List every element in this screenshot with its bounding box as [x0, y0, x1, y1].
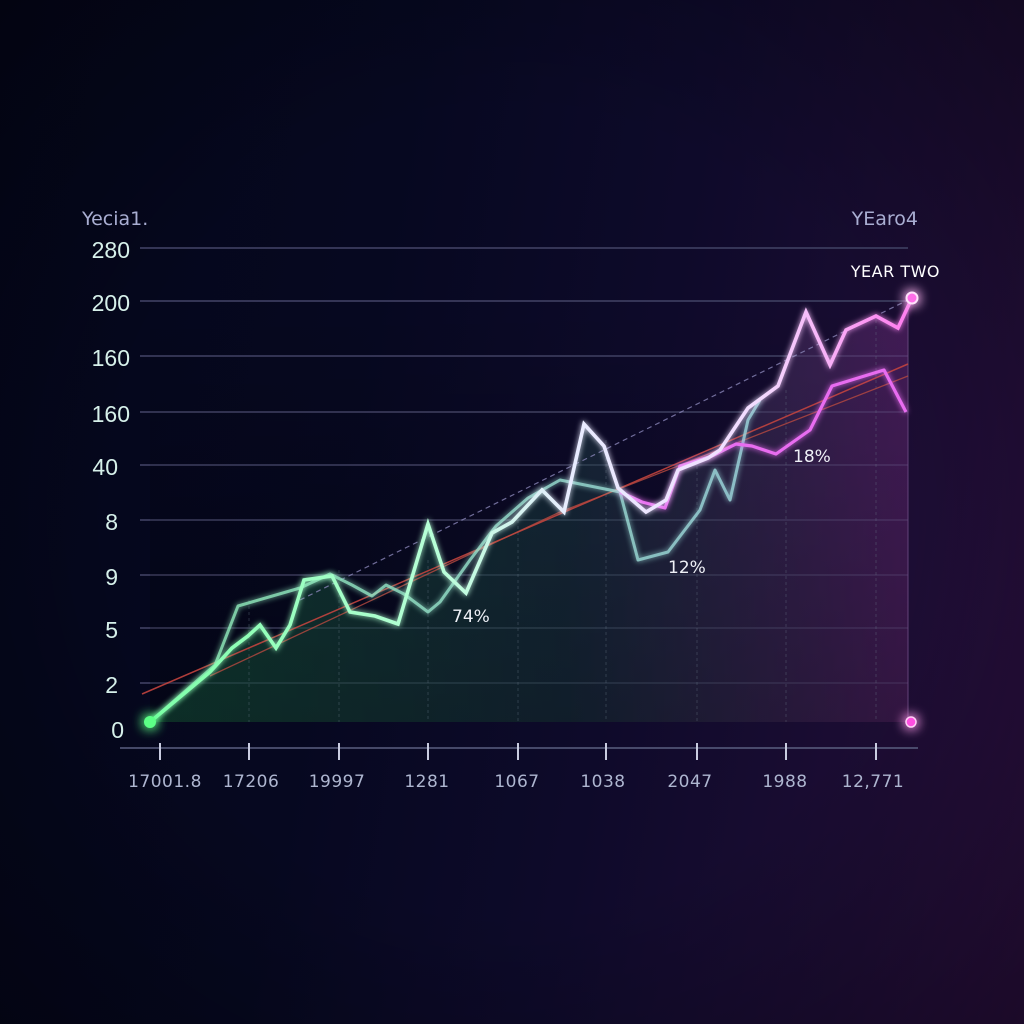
annotation-74-percent: 74%: [452, 607, 490, 627]
start-point-marker[interactable]: [144, 716, 156, 728]
end-point-marker[interactable]: [905, 716, 917, 728]
vertical-gridlines: [248, 320, 877, 722]
x-tick-label: 17001.8: [128, 772, 202, 792]
x-tick-label: 1281: [404, 772, 449, 792]
trend-line-b: [209, 375, 909, 677]
x-tick-label: 12,771: [842, 772, 904, 792]
trend-line-dashed: [299, 297, 913, 601]
y-tick-label: 9: [105, 564, 118, 590]
annotation-18-percent: 18%: [793, 447, 831, 467]
y-tick-label: 8: [105, 509, 118, 535]
y-tick-label: 0: [111, 717, 124, 743]
x-tick-label: 1988: [762, 772, 807, 792]
y-tick-label: 280: [92, 237, 130, 263]
annotation-12-percent: 12%: [668, 558, 706, 578]
series-main: [148, 297, 914, 724]
y-axis-labels: 280 200 160 160 40 8 9 5 2 0: [92, 237, 130, 743]
x-tick-label: 1067: [494, 772, 539, 792]
y-tick-label: 2: [105, 672, 118, 698]
series-tertiary-magenta: [619, 368, 908, 510]
x-axis-ticks: [159, 743, 877, 760]
x-tick-label: 1038: [580, 772, 625, 792]
series-label-year-two: YEAR TWO: [850, 262, 940, 281]
x-tick-label: 2047: [667, 772, 712, 792]
x-tick-label: 17206: [223, 772, 280, 792]
area-shade: [150, 300, 908, 722]
peak-point-marker[interactable]: [905, 291, 919, 305]
y-tick-label: 200: [92, 290, 130, 316]
y-tick-label: 40: [92, 454, 118, 480]
top-left-label: Yecia1.: [81, 208, 148, 230]
y-tick-label: 160: [92, 345, 130, 371]
y-tick-label: 160: [92, 401, 130, 427]
x-axis-labels: 17001.8 17206 19997 1281 1067 1038 2047 …: [128, 772, 904, 792]
y-tick-label: 5: [105, 617, 118, 643]
x-tick-label: 19997: [309, 772, 366, 792]
top-right-label: YEaro4: [851, 208, 918, 230]
